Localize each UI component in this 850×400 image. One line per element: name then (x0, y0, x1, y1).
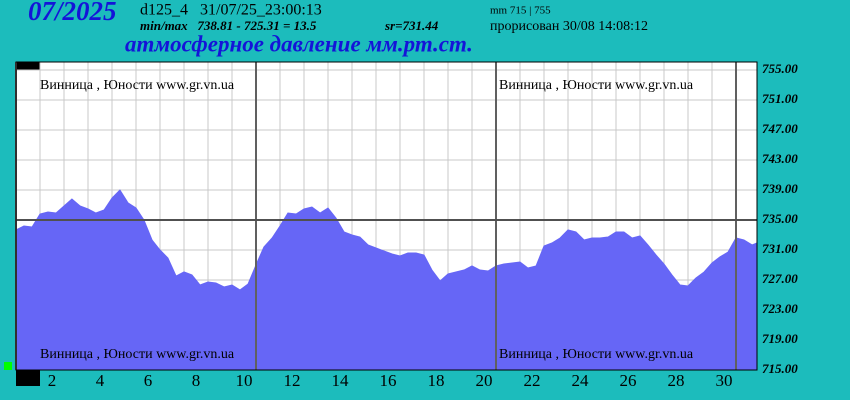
y-tick-label: 719.00 (762, 331, 798, 346)
y-tick-label: 751.00 (762, 91, 798, 106)
x-tick-label: 18 (428, 371, 445, 390)
y-tick-label: 739.00 (762, 181, 798, 196)
minmax: min/max 738.81 - 725.31 = 13.5 (140, 18, 317, 33)
x-tick-label: 16 (380, 371, 397, 390)
y-tick-label: 715.00 (762, 361, 798, 376)
x-tick-label: 8 (192, 371, 201, 390)
y-tick-label: 723.00 (762, 301, 798, 316)
y-tick-label: 731.00 (762, 241, 798, 256)
x-tick-label: 4 (96, 371, 105, 390)
y-tick-label: 743.00 (762, 151, 798, 166)
plot-border (15, 61, 758, 371)
station: d125_4 31/07/25_23:00:13 (140, 2, 322, 19)
chart-title: атмосферное давление мм.рт.ст. (125, 31, 473, 56)
y-tick-label: 747.00 (762, 121, 798, 136)
corner-block (16, 62, 40, 70)
watermark: Винница , Юности www.gr.vn.ua (40, 78, 235, 93)
x-tick-label: 22 (524, 371, 541, 390)
x-tick-label: 30 (716, 371, 733, 390)
drawn-time: прорисован 30/08 14:08:12 (490, 19, 648, 34)
watermark: Винница , Юности www.gr.vn.ua (499, 347, 694, 362)
scale: mm 715 | 755 (490, 5, 551, 17)
x-tick-label: 10 (236, 371, 253, 390)
watermark: Винница , Юности www.gr.vn.ua (499, 78, 694, 93)
x-tick-label: 2 (48, 371, 57, 390)
x-tick-label: 24 (572, 371, 590, 390)
x-tick-label: 28 (668, 371, 685, 390)
y-tick-label: 735.00 (762, 211, 798, 226)
month: 07/2025 (28, 0, 117, 26)
mean: sr=731.44 (384, 18, 439, 33)
x-tick-label: 6 (144, 371, 153, 390)
indicator (4, 362, 12, 370)
watermark: Винница , Юности www.gr.vn.ua (40, 347, 235, 362)
x-tick-label: 26 (620, 371, 637, 390)
y-tick-label: 727.00 (762, 271, 798, 286)
x-tick-label: 20 (476, 371, 493, 390)
y-tick-label: 755.00 (762, 61, 798, 76)
x-tick-label: 12 (284, 371, 301, 390)
x-tick-label: 14 (332, 371, 350, 390)
corner-block (16, 370, 40, 386)
